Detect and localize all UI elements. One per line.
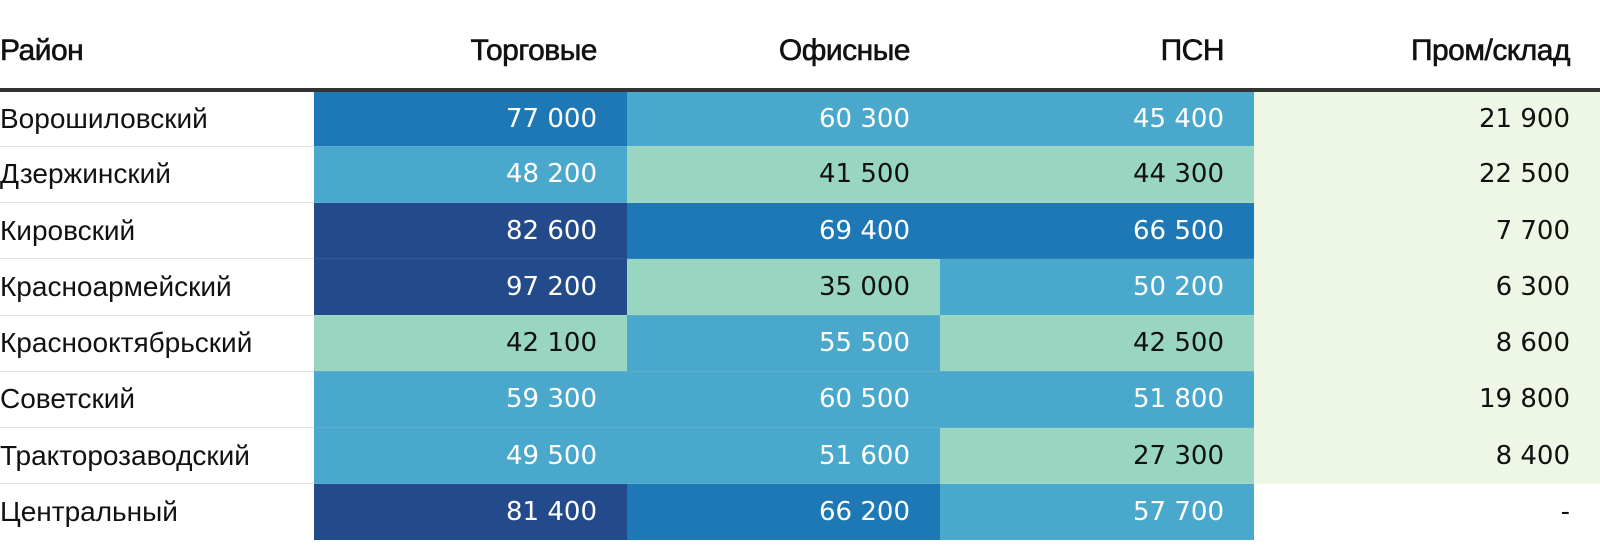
header-row: Район Торговые Офисные ПСН Пром/склад xyxy=(0,0,1600,92)
heat-cell-office: 69 400 xyxy=(627,202,940,260)
table-row: Краснооктябрьский 42 100 55 500 42 500 8 600 xyxy=(0,315,1600,372)
heat-cell-retail: 42 100 xyxy=(314,315,627,372)
district-name: Советский xyxy=(0,371,314,429)
column-header-office: Офисные xyxy=(627,0,940,92)
heat-cell-psn: 42 500 xyxy=(940,315,1254,372)
heat-cell-retail: 48 200 xyxy=(314,146,627,204)
district-name: Дзержинский xyxy=(0,146,314,204)
heat-cell-psn: 51 800 xyxy=(940,371,1254,429)
heat-cell-psn: 50 200 xyxy=(940,258,1254,316)
heat-cell-industrial: 19 800 xyxy=(1254,371,1600,429)
heat-cell-retail: 49 500 xyxy=(314,427,627,485)
district-name: Тракторозаводский xyxy=(0,427,314,485)
heat-cell-industrial: 6 300 xyxy=(1254,258,1600,316)
heat-cell-retail: 97 200 xyxy=(314,258,627,316)
table-row: Дзержинский 48 200 41 500 44 300 22 500 xyxy=(0,146,1600,204)
column-header-industrial: Пром/склад xyxy=(1254,0,1600,92)
district-name: Кировский xyxy=(0,202,314,260)
heatmap-table: Район Торговые Офисные ПСН Пром/склад Во… xyxy=(0,0,1600,540)
heat-cell-industrial: 8 400 xyxy=(1254,427,1600,485)
heat-cell-office: 66 200 xyxy=(627,483,940,540)
table-row: Кировский 82 600 69 400 66 500 7 700 xyxy=(0,202,1600,260)
column-header-district: Район xyxy=(0,0,314,92)
heat-cell-retail: 81 400 xyxy=(314,483,627,540)
heat-cell-office: 55 500 xyxy=(627,315,940,372)
table-row: Советский 59 300 60 500 51 800 19 800 xyxy=(0,371,1600,429)
district-name: Краснооктябрьский xyxy=(0,315,314,372)
district-name: Ворошиловский xyxy=(0,90,314,147)
heat-cell-retail: 59 300 xyxy=(314,371,627,429)
district-name: Центральный xyxy=(0,483,314,540)
heat-cell-office: 51 600 xyxy=(627,427,940,485)
column-header-psn: ПСН xyxy=(940,0,1254,92)
table-row: Красноармейский 97 200 35 000 50 200 6 300 xyxy=(0,258,1600,316)
heat-cell-retail: 77 000 xyxy=(314,90,627,147)
heat-cell-psn: 57 700 xyxy=(940,483,1254,540)
heat-cell-industrial: 22 500 xyxy=(1254,146,1600,204)
heat-cell-psn: 27 300 xyxy=(940,427,1254,485)
heat-cell-industrial: 21 900 xyxy=(1254,90,1600,147)
heat-cell-office: 60 500 xyxy=(627,371,940,429)
heat-cell-psn: 66 500 xyxy=(940,202,1254,260)
heat-cell-retail: 82 600 xyxy=(314,202,627,260)
heat-cell-office: 60 300 xyxy=(627,90,940,147)
heat-cell-office: 35 000 xyxy=(627,258,940,316)
heat-cell-industrial: - xyxy=(1254,483,1600,540)
district-name: Красноармейский xyxy=(0,258,314,316)
table-row: Центральный 81 400 66 200 57 700- xyxy=(0,483,1600,540)
heat-cell-psn: 45 400 xyxy=(940,90,1254,147)
heat-cell-office: 41 500 xyxy=(627,146,940,204)
table-row: Ворошиловский 77 000 60 300 45 400 21 900 xyxy=(0,90,1600,147)
heat-cell-psn: 44 300 xyxy=(940,146,1254,204)
table-body: Ворошиловский 77 000 60 300 45 400 21 900 Дзе… xyxy=(0,90,1600,540)
heat-cell-industrial: 7 700 xyxy=(1254,202,1600,260)
column-header-retail: Торговые xyxy=(314,0,627,92)
table-row: Тракторозаводский 49 500 51 600 27 300 8 400 xyxy=(0,427,1600,485)
heat-cell-industrial: 8 600 xyxy=(1254,315,1600,372)
